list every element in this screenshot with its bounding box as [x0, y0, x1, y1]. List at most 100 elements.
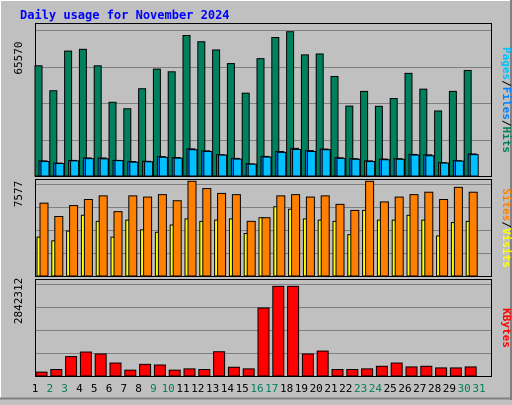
x-axis-day-label: 8 [135, 382, 142, 395]
sites-bar [394, 196, 404, 277]
kbytes-bar [435, 367, 448, 377]
sites-bar [217, 192, 227, 277]
kbytes-bar [35, 371, 48, 377]
kbytes-bar [464, 366, 477, 377]
pages-bar [55, 163, 65, 177]
x-axis-day-label: 30 [458, 382, 471, 395]
pages-bar [277, 151, 287, 177]
kbytes-bar [272, 285, 285, 377]
x-axis-day-label: 3 [61, 382, 68, 395]
legend-kbytes: KBytes [500, 308, 512, 348]
legend-visits: Visits [500, 228, 512, 268]
sites-bar [305, 196, 315, 277]
x-axis-day-label: 18 [280, 382, 293, 395]
sites-bar [172, 200, 182, 277]
sites-bar [424, 191, 434, 277]
legend-pages: Pages [500, 47, 512, 80]
x-axis-day-label: 16 [250, 382, 263, 395]
kbytes-bar [375, 365, 388, 377]
legend-sites-visits: Sites/Visits [500, 188, 512, 268]
x-axis-day-label: 22 [339, 382, 352, 395]
x-axis-day-label: 11 [176, 382, 189, 395]
legend-separator: / [500, 221, 512, 228]
kbytes-bar [183, 368, 196, 377]
pages-bar [70, 160, 80, 177]
pages-bar [351, 158, 361, 177]
chart-title: Daily usage for November 2024 [20, 8, 230, 22]
sites-bar [113, 211, 123, 277]
pages-bar [40, 161, 50, 177]
sites-bar [69, 205, 79, 277]
x-axis-day-label: 29 [443, 382, 456, 395]
sites-bar [128, 195, 138, 277]
pages-bar [380, 159, 390, 177]
sites-bar [276, 195, 286, 277]
legend-hits: Hits [500, 127, 512, 154]
kbytes-bar [405, 366, 418, 377]
sites-bar [98, 195, 108, 277]
x-axis-day-label: 10 [162, 382, 175, 395]
sites-bar [202, 188, 212, 277]
pages-bar [218, 154, 228, 177]
kbytes-bar [168, 369, 181, 377]
pages-bar [84, 158, 94, 177]
x-axis-day-label: 15 [236, 382, 249, 395]
sites-bar [350, 209, 360, 277]
kbytes-bar [94, 353, 107, 377]
x-axis-day-label: 28 [428, 382, 441, 395]
pages-bar [188, 149, 198, 177]
legend-files: Files [500, 87, 512, 120]
sites-bar [291, 194, 301, 277]
kbytes-bar [109, 362, 122, 377]
kbytes-bar [390, 362, 403, 377]
pages-bar [232, 158, 242, 177]
pages-bar [158, 156, 168, 177]
pages-bar [425, 155, 435, 177]
x-axis-day-label: 19 [295, 382, 308, 395]
kbytes-bar [316, 350, 329, 377]
x-axis-day-label: 21 [324, 382, 337, 395]
sites-bar [439, 199, 449, 277]
x-axis-day-label: 14 [221, 382, 235, 395]
pages-bar [203, 151, 213, 177]
pages-bar [440, 162, 450, 177]
x-axis-day-label: 13 [206, 382, 219, 395]
pages-bar [144, 161, 154, 177]
pages-bar [454, 160, 464, 177]
kbytes-bar [331, 369, 344, 377]
x-axis-day-label: 5 [91, 382, 98, 395]
kbytes-bar [198, 369, 211, 377]
pages-bar [292, 149, 302, 177]
sites-bar [453, 186, 463, 277]
hits-bar [78, 48, 87, 177]
legend-separator: / [500, 120, 512, 127]
kbytes-bar [449, 367, 462, 377]
pages-bar [306, 151, 316, 177]
hits-ymax-label: 65570 [12, 41, 25, 74]
kbytes-bar [50, 369, 63, 377]
x-axis-day-label: 31 [472, 382, 485, 395]
pages-bar [99, 158, 109, 177]
sites-bar [143, 196, 153, 277]
pages-bar [336, 157, 346, 177]
x-axis-day-label: 20 [310, 382, 323, 395]
pages-bar [247, 163, 257, 177]
sites-bar [187, 180, 197, 277]
x-axis-day-label: 1 [32, 382, 39, 395]
x-axis-day-label: 26 [398, 382, 411, 395]
x-axis-day-label: 25 [384, 382, 397, 395]
x-axis-day-label: 4 [76, 382, 83, 395]
pages-bar [366, 161, 376, 177]
pages-bar [395, 158, 405, 177]
x-axis-day-label: 23 [354, 382, 367, 395]
pages-bar [173, 157, 183, 177]
x-axis-day-label: 9 [150, 382, 157, 395]
kbytes-ymax-label: 2842312 [12, 278, 25, 324]
sites-bar [39, 202, 49, 277]
sites-bar [54, 216, 64, 277]
sites-bar [379, 201, 389, 277]
legend-hits-files-pages: Pages/Files/Hits [500, 47, 512, 153]
kbytes-bar [79, 351, 92, 377]
